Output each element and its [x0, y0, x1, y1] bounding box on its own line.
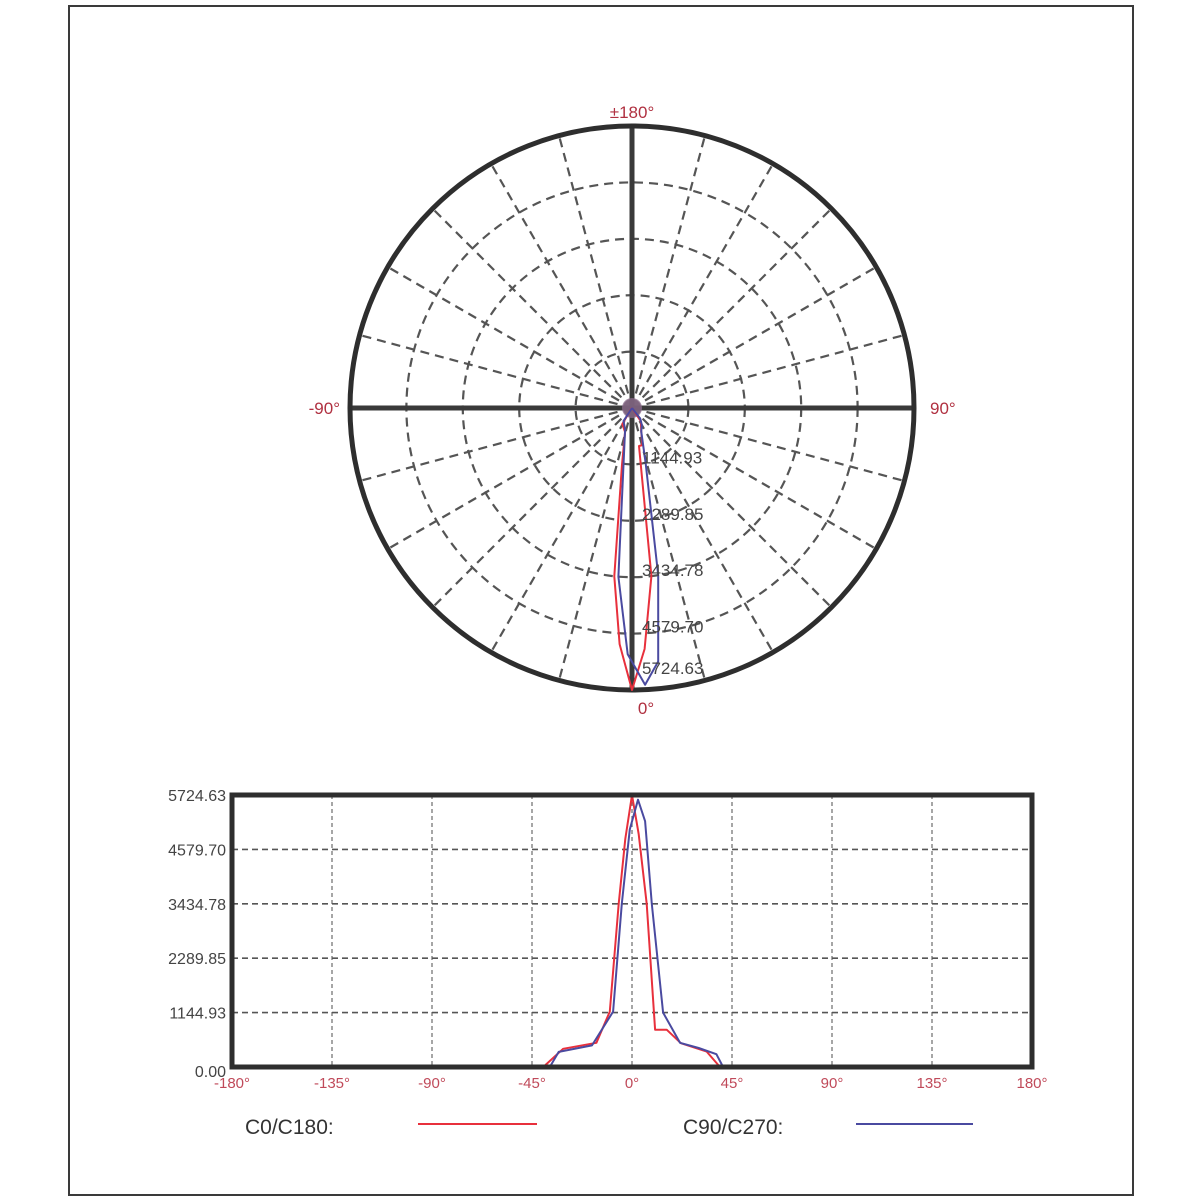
polar-spoke [631, 407, 833, 609]
polar-spoke [359, 333, 633, 410]
polar-spoke [631, 406, 905, 483]
x-tick-label: 45° [721, 1075, 744, 1092]
polar-spoke [631, 207, 833, 409]
y-tick-label: 0.00 [195, 1064, 226, 1081]
x-tick-label: 90° [821, 1075, 844, 1092]
polar-ring-label: 2289.85 [642, 505, 703, 524]
legend-label-c90-c270: C90/C270: [683, 1116, 783, 1139]
polar-spoke [557, 135, 634, 409]
angle-label-bottom: 0° [638, 699, 654, 718]
line-series-c90-c270 [232, 798, 1032, 1068]
plot-border [229, 792, 1035, 1070]
polar-curve-c90-c270 [617, 407, 660, 686]
angle-label-top: ±180° [610, 103, 655, 122]
polar-ring-label: 1144.93 [642, 448, 702, 467]
polar-ring-label: 4579.70 [642, 618, 703, 637]
y-tick-label: 5724.63 [168, 788, 226, 805]
polar-spoke [631, 333, 905, 410]
polar-spoke [490, 407, 633, 653]
polar-spoke [631, 163, 774, 409]
x-tick-label: -90° [418, 1075, 446, 1092]
polar-spoke [630, 135, 707, 409]
legend-label-c0-c180: C0/C180: [245, 1116, 334, 1139]
polar-spoke [387, 407, 633, 550]
polar-spoke [631, 407, 877, 550]
polar-spoke [431, 207, 633, 409]
angle-label-left: -90° [309, 399, 340, 418]
polar-spoke [431, 407, 633, 609]
chart-frame [68, 5, 1134, 1196]
polar-spoke [631, 407, 774, 653]
y-tick-label: 4579.70 [168, 842, 226, 859]
x-tick-label: 0° [625, 1075, 639, 1092]
y-tick-label: 1144.93 [169, 1006, 226, 1023]
x-tick-label: 135° [916, 1075, 947, 1092]
y-tick-label: 3434.78 [168, 897, 226, 914]
polar-spoke [557, 407, 634, 681]
x-tick-label: -45° [518, 1075, 546, 1092]
polar-spoke [631, 266, 877, 409]
x-tick-label: 180° [1016, 1075, 1047, 1092]
x-tick-label: -135° [314, 1075, 350, 1092]
angle-label-right: 90° [930, 399, 956, 418]
y-tick-label: 2289.85 [168, 951, 226, 968]
polar-spoke [359, 406, 633, 483]
polar-ring-label: 3434.78 [642, 561, 703, 580]
polar-spoke [387, 266, 633, 409]
polar-ring-label: 5724.63 [642, 659, 703, 678]
x-tick-label: -180° [214, 1075, 250, 1092]
polar-spoke [490, 163, 633, 409]
